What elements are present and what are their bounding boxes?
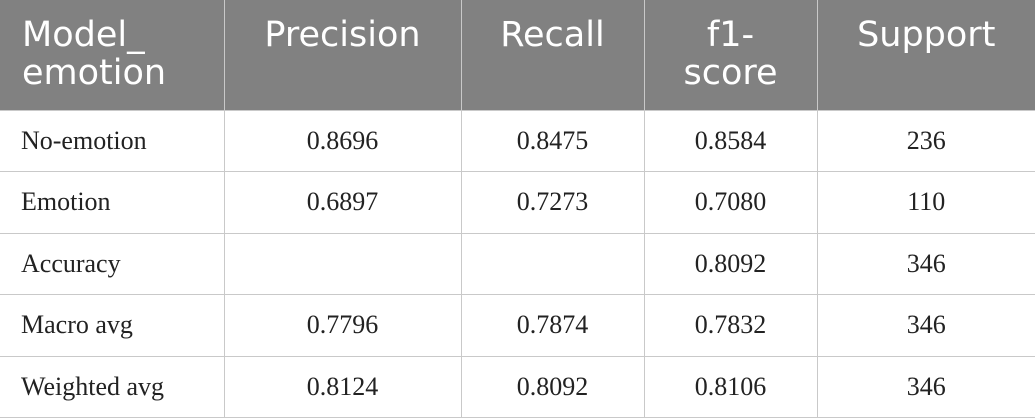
recall-cell: 0.7273: [460, 171, 645, 234]
precision-cell: [223, 232, 462, 295]
row-label: Accuracy: [0, 232, 225, 295]
header-f1-score-line2: score: [683, 53, 778, 93]
header-f1-score-line1: f1-: [706, 15, 755, 55]
precision-cell: 0.7796: [223, 294, 462, 357]
header-model-emotion: Model_ emotion: [0, 0, 225, 110]
recall-cell: [460, 232, 645, 295]
header-precision: Precision: [223, 0, 462, 110]
header-f1-score: f1- score: [643, 0, 818, 110]
recall-cell: 0.8475: [460, 109, 645, 172]
precision-cell: 0.6897: [223, 171, 462, 234]
table-row: Emotion 0.6897 0.7273 0.7080 110: [0, 171, 1035, 234]
table-header: Model_ emotion Precision Recall f1- scor…: [0, 0, 1035, 110]
f1-score-cell: 0.8106: [643, 355, 818, 418]
row-label: Macro avg: [0, 294, 225, 357]
support-cell: 346: [816, 355, 1035, 418]
support-cell: 110: [816, 171, 1035, 234]
header-recall: Recall: [460, 0, 645, 110]
row-label: Weighted avg: [0, 355, 225, 418]
row-label: No-emotion: [0, 109, 225, 172]
table-row: Accuracy 0.8092 346: [0, 232, 1035, 295]
precision-cell: 0.8124: [223, 355, 462, 418]
support-cell: 346: [816, 294, 1035, 357]
table-row: No-emotion 0.8696 0.8475 0.8584 236: [0, 109, 1035, 172]
table-body: No-emotion 0.8696 0.8475 0.8584 236 Emot…: [0, 109, 1035, 418]
header-row: Model_ emotion Precision Recall f1- scor…: [0, 0, 1035, 110]
recall-cell: 0.7874: [460, 294, 645, 357]
table-row: Weighted avg 0.8124 0.8092 0.8106 346: [0, 355, 1035, 418]
support-cell: 346: [816, 232, 1035, 295]
header-support: Support: [816, 0, 1035, 110]
recall-cell: 0.8092: [460, 355, 645, 418]
row-label: Emotion: [0, 171, 225, 234]
f1-score-cell: 0.8584: [643, 109, 818, 172]
header-model-emotion-line1: Model_: [22, 15, 145, 55]
f1-score-cell: 0.7832: [643, 294, 818, 357]
precision-cell: 0.8696: [223, 109, 462, 172]
header-model-emotion-line2: emotion: [22, 53, 167, 93]
support-cell: 236: [816, 109, 1035, 172]
f1-score-cell: 0.7080: [643, 171, 818, 234]
table-row: Macro avg 0.7796 0.7874 0.7832 346: [0, 294, 1035, 357]
f1-score-cell: 0.8092: [643, 232, 818, 295]
